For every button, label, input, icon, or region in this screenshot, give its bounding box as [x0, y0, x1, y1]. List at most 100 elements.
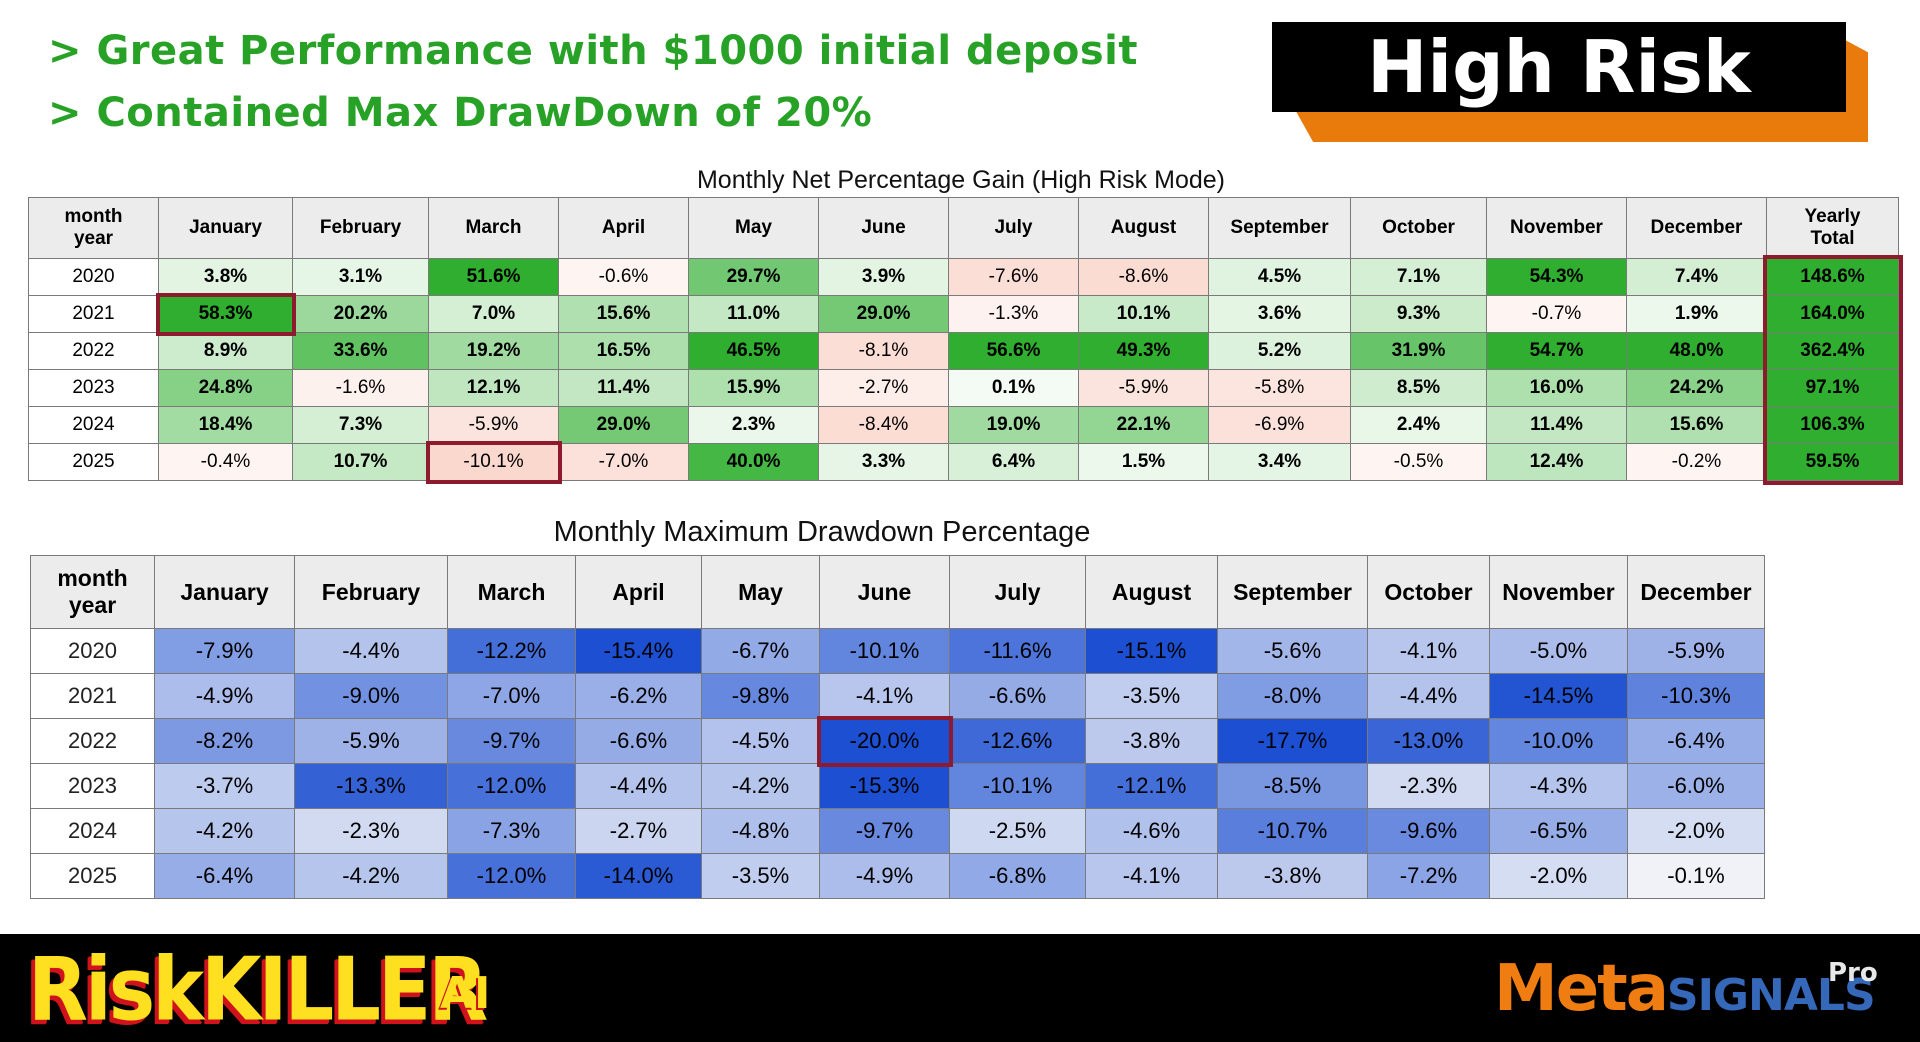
gain-cell-august: 1.5% [1078, 443, 1209, 481]
table-row: 2022 8.9% 33.6% 19.2% 16.5% 46.5% -8.1% 56.6% 49… [28, 332, 1899, 370]
header-month-label: month [57, 565, 128, 591]
gain-cell-september: 3.6% [1208, 295, 1351, 333]
gain-cell-may: 40.0% [688, 443, 819, 481]
drawdown-cell-august: -3.8% [1085, 718, 1218, 764]
header-yearly-total: Yearly Total [1766, 197, 1899, 259]
header-month-november: November [1489, 555, 1628, 629]
table-row: 2023 -3.7% -13.3% -12.0% -4.4% -4.2% -15.3% -10… [30, 763, 1765, 809]
drawdown-cell-july: -2.5% [949, 808, 1086, 854]
gain-cell-may: 15.9% [688, 369, 819, 407]
gain-cell-november: 54.7% [1486, 332, 1627, 370]
drawdown-cell-december: -6.4% [1627, 718, 1765, 764]
gain-cell-october: 2.4% [1350, 406, 1487, 444]
drawdown-cell-june: -10.1% [819, 628, 950, 674]
gain-cell-october: 7.1% [1350, 258, 1487, 296]
drawdown-cell-november: -10.0% [1489, 718, 1628, 764]
year-cell: 2020 [30, 628, 155, 674]
table-row: 2023 24.8% -1.6% 12.1% 11.4% 15.9% -2.7% 0.1% -5… [28, 369, 1899, 407]
drawdown-cell-september: -3.8% [1217, 853, 1368, 899]
gain-cell-january: 8.9% [158, 332, 293, 370]
drawdown-cell-february: -9.0% [294, 673, 448, 719]
gain-cell-july: -7.6% [948, 258, 1079, 296]
header-month-march: March [447, 555, 576, 629]
yearly-total-cell: 362.4% [1766, 332, 1899, 370]
drawdown-cell-december: -2.0% [1627, 808, 1765, 854]
drawdown-cell-june: -15.3% [819, 763, 950, 809]
yearly-total-cell: 106.3% [1766, 406, 1899, 444]
header-month-year: month year [30, 555, 155, 629]
gain-cell-april: 15.6% [558, 295, 689, 333]
drawdown-cell-september: -5.6% [1217, 628, 1368, 674]
drawdown-cell-april: -14.0% [575, 853, 702, 899]
drawdown-cell-october: -2.3% [1367, 763, 1490, 809]
drawdown-cell-october: -7.2% [1367, 853, 1490, 899]
header-month-label: month [64, 206, 123, 227]
gain-cell-march: 51.6% [428, 258, 559, 296]
drawdown-cell-november: -2.0% [1489, 853, 1628, 899]
riskkiller-logo: RiskKILLER [28, 940, 488, 1041]
drawdown-cell-december: -10.3% [1627, 673, 1765, 719]
risk-badge: High Risk [1272, 22, 1868, 142]
drawdown-cell-november: -6.5% [1489, 808, 1628, 854]
drawdown-cell-april: -2.7% [575, 808, 702, 854]
drawdown-cell-april: -15.4% [575, 628, 702, 674]
headline-drawdown: > Contained Max DrawDown of 20% [48, 90, 873, 136]
header-month-year: month year [28, 197, 159, 259]
gain-cell-march: -5.9% [428, 406, 559, 444]
header-month-january: January [154, 555, 295, 629]
header-yearly-label: Yearly [1804, 206, 1861, 227]
year-cell: 2023 [30, 763, 155, 809]
drawdown-cell-july: -6.6% [949, 673, 1086, 719]
header-month-july: July [948, 197, 1079, 259]
gain-cell-october: 9.3% [1350, 295, 1487, 333]
gain-cell-august: -8.6% [1078, 258, 1209, 296]
header-month-august: August [1085, 555, 1218, 629]
table-row: 2025 -0.4% 10.7% -10.1% -7.0% 40.0% 3.3% 6.4% 1.… [28, 443, 1899, 481]
gain-cell-august: 49.3% [1078, 332, 1209, 370]
drawdown-cell-august: -4.6% [1085, 808, 1218, 854]
drawdown-cell-september: -8.5% [1217, 763, 1368, 809]
gain-cell-june: 3.3% [818, 443, 949, 481]
gain-cell-june: 29.0% [818, 295, 949, 333]
yearly-total-cell: 164.0% [1766, 295, 1899, 333]
drawdown-cell-september: -17.7% [1217, 718, 1368, 764]
drawdown-cell-may: -4.2% [701, 763, 820, 809]
gain-cell-february: -1.6% [292, 369, 429, 407]
gain-cell-june: -8.1% [818, 332, 949, 370]
gain-cell-february: 33.6% [292, 332, 429, 370]
gain-cell-june: -2.7% [818, 369, 949, 407]
drawdown-cell-april: -6.6% [575, 718, 702, 764]
drawdown-cell-march: -7.0% [447, 673, 576, 719]
gain-cell-october: 31.9% [1350, 332, 1487, 370]
metasignals-signals-text: SIGNALS [1666, 970, 1876, 1021]
gain-cell-november: 11.4% [1486, 406, 1627, 444]
year-cell: 2020 [28, 258, 159, 296]
header-month-may: May [701, 555, 820, 629]
gain-cell-september: -6.9% [1208, 406, 1351, 444]
gain-table: month year January February March April May Jun… [28, 197, 1899, 481]
drawdown-table-title: Monthly Maximum Drawdown Percentage [553, 516, 1091, 548]
drawdown-cell-august: -3.5% [1085, 673, 1218, 719]
drawdown-cell-march: -12.0% [447, 763, 576, 809]
drawdown-cell-july: -6.8% [949, 853, 1086, 899]
metasignals-pro-text: Pro [1828, 958, 1878, 988]
gain-cell-may: 2.3% [688, 406, 819, 444]
riskkiller-ai-suffix: AI [440, 968, 491, 1019]
year-cell: 2024 [30, 808, 155, 854]
header-month-july: July [949, 555, 1086, 629]
gain-table-title: Monthly Net Percentage Gain (High Risk M… [696, 166, 1225, 194]
drawdown-cell-april: -6.2% [575, 673, 702, 719]
drawdown-cell-february: -4.2% [294, 853, 448, 899]
gain-cell-july: 6.4% [948, 443, 1079, 481]
gain-cell-january: -0.4% [158, 443, 293, 481]
gain-cell-august: 10.1% [1078, 295, 1209, 333]
header-month-march: March [428, 197, 559, 259]
drawdown-cell-june: -4.1% [819, 673, 950, 719]
headline-performance: > Great Performance with $1000 initial d… [48, 28, 1139, 74]
gain-cell-january: 18.4% [158, 406, 293, 444]
gain-cell-january: 58.3% [158, 295, 293, 333]
gain-cell-september: 3.4% [1208, 443, 1351, 481]
metasignals-meta-text: Meta [1494, 952, 1669, 1026]
gain-cell-november: -0.7% [1486, 295, 1627, 333]
year-cell: 2025 [30, 853, 155, 899]
